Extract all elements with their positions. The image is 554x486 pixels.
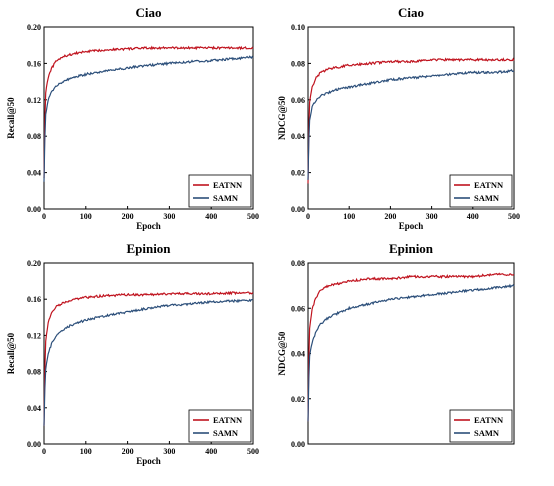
y-tick-label: 0.04 [291, 132, 305, 141]
y-tick-label: 0.04 [291, 350, 305, 359]
series-line-eatnn [43, 290, 254, 426]
y-tick-label: 0.06 [291, 304, 305, 313]
x-tick-label: 200 [122, 447, 134, 456]
plot-frame [307, 26, 515, 210]
chart-panel-ciao-ndcg: Ciao 0.00 0.02 0.04 0.06 0.08 0.10 0 100 200 300 40… [277, 0, 554, 240]
series-line-samn [43, 55, 254, 182]
x-tick-label: 0 [42, 212, 46, 221]
y-tick-label: 0.00 [27, 205, 41, 214]
chart-svg: Ciao 0.00 0.02 0.04 0.06 0.08 0.10 0 100 200 300 40… [277, 5, 520, 231]
x-tick-label: 100 [80, 447, 92, 456]
y-tick-label: 0.20 [27, 23, 41, 32]
y-tick-label: 0.16 [27, 295, 41, 304]
x-tick-label: 100 [343, 212, 355, 221]
x-axis-label: Epoch [136, 221, 161, 231]
legend-label: EATNN [213, 415, 243, 425]
y-tick-label: 0.04 [27, 169, 41, 178]
x-tick-label: 300 [426, 212, 438, 221]
legend-box [449, 409, 513, 443]
chart-panel-epinion-ndcg: Epinion 0.00 0.02 0.04 0.06 0.08 NDCG@50 EATNN S… [277, 240, 554, 481]
x-tick-label: 100 [80, 212, 92, 221]
y-tick-label: 0.06 [291, 96, 305, 105]
y-tick-label: 0.08 [27, 132, 41, 141]
y-tick-label: 0.02 [291, 169, 305, 178]
y-tick-label: 0.04 [27, 404, 41, 413]
x-axis-label: Epoch [136, 456, 161, 466]
x-tick-label: 0 [306, 212, 310, 221]
x-tick-label: 300 [163, 447, 175, 456]
legend-label: SAMN [474, 193, 500, 203]
x-tick-label: 0 [42, 447, 46, 456]
y-tick-label: 0.02 [291, 395, 305, 404]
y-axis-label: NDCG@50 [277, 96, 287, 140]
legend-box [188, 174, 252, 208]
legend-label: EATNN [213, 180, 243, 190]
x-tick-label: 500 [247, 447, 259, 456]
x-tick-label: 400 [205, 212, 217, 221]
y-tick-label: 0.08 [291, 259, 305, 268]
y-tick-label: 0.08 [291, 59, 305, 68]
chart-title: Epinion [389, 241, 434, 256]
series-line-samn [307, 68, 515, 180]
legend-label: EATNN [474, 415, 504, 425]
x-tick-label: 500 [247, 212, 259, 221]
y-tick-label: 0.00 [291, 440, 305, 449]
x-axis-label: Epoch [399, 221, 424, 231]
series-line-samn [43, 298, 254, 426]
x-tick-label: 200 [122, 212, 134, 221]
y-tick-label: 0.08 [27, 368, 41, 377]
y-axis-label: Recall@50 [6, 332, 16, 374]
chart-panel-ciao-recall: Ciao 0.00 0.04 0.08 0.12 0.16 0.20 0 100 200 300 40… [0, 0, 277, 240]
plot-frame [43, 262, 254, 445]
y-tick-label: 0.10 [291, 23, 305, 32]
chart-title: Ciao [136, 5, 162, 20]
y-tick-label: 0.00 [291, 205, 305, 214]
chart-title: Ciao [398, 5, 424, 20]
series-line-eatnn [307, 272, 515, 422]
legend-box [188, 409, 252, 443]
legend-box [449, 174, 513, 208]
chart-panel-epinion-recall: Epinion 0.00 0.04 0.08 0.12 0.16 0.20 0 100 200 30… [0, 240, 277, 481]
x-tick-label: 400 [205, 447, 217, 456]
y-axis-label: Recall@50 [6, 97, 16, 139]
y-axis-label: NDCG@50 [277, 331, 287, 375]
legend-label: EATNN [474, 180, 504, 190]
y-tick-label: 0.12 [27, 331, 41, 340]
chart-title: Epinion [126, 241, 171, 256]
y-tick-label: 0.20 [27, 259, 41, 268]
chart-svg: Ciao 0.00 0.04 0.08 0.12 0.16 0.20 0 100 200 300 40… [6, 5, 259, 231]
y-tick-label: 0.12 [27, 96, 41, 105]
x-tick-label: 400 [467, 212, 479, 221]
series-line-eatnn [43, 45, 254, 179]
x-tick-label: 200 [384, 212, 396, 221]
y-tick-label: 0.16 [27, 59, 41, 68]
legend-label: SAMN [213, 428, 239, 438]
y-tick-label: 0.00 [27, 440, 41, 449]
series-line-samn [307, 283, 515, 422]
plot-frame [43, 26, 254, 210]
series-line-eatnn [307, 57, 515, 184]
chart-svg: Epinion 0.00 0.02 0.04 0.06 0.08 NDCG@50 EATNN S… [277, 241, 515, 449]
legend-label: SAMN [213, 193, 239, 203]
legend-label: SAMN [474, 428, 500, 438]
x-tick-label: 300 [163, 212, 175, 221]
chart-svg: Epinion 0.00 0.04 0.08 0.12 0.16 0.20 0 100 200 30… [6, 241, 259, 466]
x-tick-label: 500 [508, 212, 520, 221]
